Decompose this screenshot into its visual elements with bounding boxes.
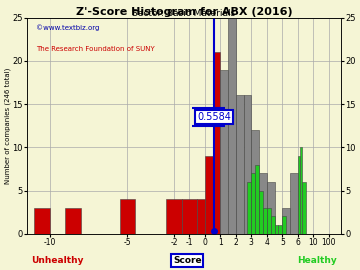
Bar <box>182 199 197 234</box>
Bar <box>213 52 220 234</box>
Text: 0.5584: 0.5584 <box>197 112 231 122</box>
Bar <box>282 208 290 234</box>
Bar <box>275 225 278 234</box>
Bar <box>278 225 282 234</box>
Bar <box>35 208 50 234</box>
Bar <box>267 208 271 234</box>
Text: Healthy: Healthy <box>297 256 337 265</box>
Bar <box>255 165 259 234</box>
Bar <box>251 173 255 234</box>
Bar <box>247 182 251 234</box>
Bar <box>290 173 298 234</box>
Bar <box>205 156 213 234</box>
Bar <box>300 147 302 234</box>
Bar <box>271 217 275 234</box>
Bar <box>228 18 236 234</box>
Bar <box>267 182 275 234</box>
Bar <box>236 96 244 234</box>
Bar <box>166 199 182 234</box>
Text: Sector: Basic Materials: Sector: Basic Materials <box>132 9 235 18</box>
Bar <box>302 182 306 234</box>
Bar <box>282 217 286 234</box>
Title: Z'-Score Histogram for ABX (2016): Z'-Score Histogram for ABX (2016) <box>76 7 292 17</box>
Bar <box>120 199 135 234</box>
Bar <box>244 96 251 234</box>
Y-axis label: Number of companies (246 total): Number of companies (246 total) <box>4 68 11 184</box>
Text: Score: Score <box>173 256 202 265</box>
Bar <box>251 130 259 234</box>
Text: Unhealthy: Unhealthy <box>31 256 84 265</box>
Bar <box>259 173 267 234</box>
Bar <box>263 208 267 234</box>
Text: The Research Foundation of SUNY: The Research Foundation of SUNY <box>36 46 155 52</box>
Bar <box>197 199 205 234</box>
Bar <box>298 156 300 234</box>
Bar <box>220 69 228 234</box>
Text: ©www.textbiz.org: ©www.textbiz.org <box>36 24 99 31</box>
Bar <box>66 208 81 234</box>
Bar <box>259 191 263 234</box>
